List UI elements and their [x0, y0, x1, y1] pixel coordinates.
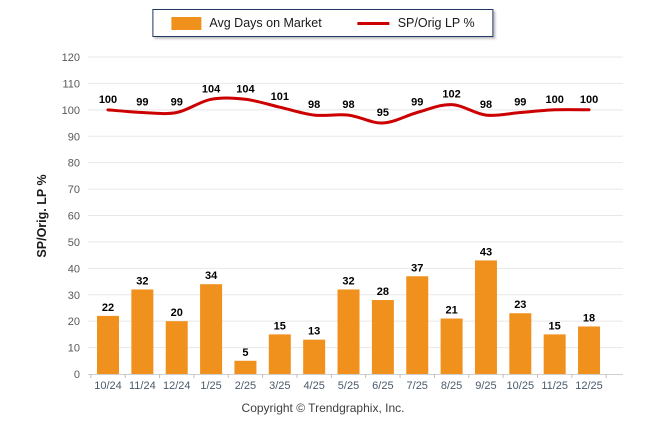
- bar-value-label: 32: [342, 275, 354, 287]
- bar-avg-days: [543, 334, 566, 374]
- x-tick-label: 11/25: [541, 380, 568, 392]
- x-tick-label: 6/25: [372, 380, 393, 392]
- y-tick-label: 20: [68, 316, 80, 328]
- x-tick-label: 11/24: [129, 380, 156, 392]
- copyright-text: Copyright © Trendgraphix, Inc.: [241, 401, 405, 415]
- y-tick-label: 40: [68, 263, 80, 275]
- bar-value-label: 15: [549, 320, 561, 332]
- bar-avg-days: [440, 318, 463, 374]
- bar-value-label: 20: [171, 307, 183, 319]
- line-value-label: 100: [580, 94, 598, 106]
- line-value-label: 101: [271, 91, 289, 103]
- bar-avg-days: [200, 284, 223, 374]
- line-value-label: 99: [514, 96, 526, 108]
- y-tick-label: 120: [62, 52, 80, 64]
- x-tick-label: 1/25: [200, 380, 221, 392]
- x-tick-label: 9/25: [475, 380, 496, 392]
- y-tick-label: 10: [68, 343, 80, 355]
- axis-layer: 0 10 20 30 40 50 60 70 80 90 100 110 120 10/24 11/24 12…: [62, 52, 623, 392]
- x-tick-label: 4/25: [303, 380, 324, 392]
- y-tick-label: 100: [62, 105, 80, 117]
- x-tick-label: 10/24: [94, 380, 122, 392]
- line-value-label: 100: [99, 94, 117, 106]
- bar-series: [97, 260, 601, 374]
- bar-value-label: 15: [274, 320, 286, 332]
- bar-avg-days: [268, 334, 291, 374]
- legend-item-bar: Avg Days on Market: [171, 16, 322, 30]
- line-value-label: 102: [442, 89, 460, 101]
- x-tick-label: 12/25: [575, 380, 603, 392]
- bar-avg-days: [303, 339, 326, 374]
- bar-avg-days: [578, 326, 601, 374]
- x-tick-label: 7/25: [407, 380, 428, 392]
- bar-swatch-icon: [171, 16, 202, 30]
- bar-avg-days: [131, 289, 154, 374]
- legend-item-line: SP/Orig LP %: [357, 16, 475, 30]
- x-tick-label: 5/25: [338, 380, 359, 392]
- bar-value-label: 21: [445, 305, 457, 317]
- bar-value-label: 34: [205, 270, 218, 282]
- line-value-label: 100: [546, 94, 564, 106]
- y-tick-label: 80: [68, 158, 80, 170]
- y-tick-label: 60: [68, 211, 80, 223]
- bar-value-label: 23: [514, 299, 526, 311]
- bar-value-label: 22: [102, 302, 114, 314]
- y-axis-title: SP/Orig. LP %: [35, 174, 49, 257]
- bar-avg-days: [97, 315, 119, 374]
- sp-orig-lp-line: [106, 96, 591, 125]
- x-tick-label: 12/24: [163, 380, 191, 392]
- y-tick-label: 90: [68, 131, 80, 143]
- y-tick-label: 50: [68, 237, 80, 249]
- bar-avg-days: [474, 260, 497, 374]
- line-series: [106, 96, 591, 125]
- line-swatch-icon: [357, 21, 390, 25]
- line-value-label: 98: [480, 99, 492, 111]
- bar-avg-days: [234, 360, 257, 374]
- line-value-label: 99: [136, 96, 148, 108]
- bar-value-label: 13: [308, 326, 320, 338]
- bar-value-label: 18: [583, 312, 595, 324]
- x-tick-label: 8/25: [441, 380, 462, 392]
- legend-bar-label: Avg Days on Market: [209, 16, 322, 30]
- y-tick-label: 110: [62, 78, 80, 90]
- bar-value-label: 5: [242, 347, 248, 359]
- line-value-label: 95: [377, 107, 389, 119]
- bar-avg-days: [406, 276, 429, 374]
- x-tick-label: 2/25: [235, 380, 256, 392]
- line-value-label: 99: [411, 96, 423, 108]
- bar-value-label: 37: [411, 262, 423, 274]
- data-label-layer: 22 32 20 34 5 15 13 32 28 37 21 43 23 15 18 100 99 99 104 1…: [99, 83, 598, 359]
- x-tick-label: 10/25: [507, 380, 535, 392]
- line-value-label: 98: [342, 99, 354, 111]
- bar-value-label: 28: [377, 286, 389, 298]
- x-tick-label: 3/25: [269, 380, 290, 392]
- y-tick-label: 30: [68, 290, 80, 302]
- bar-value-label: 43: [480, 246, 492, 258]
- line-value-label: 104: [236, 83, 255, 95]
- legend: Avg Days on Market SP/Orig LP %: [152, 9, 494, 37]
- legend-line-label: SP/Orig LP %: [397, 16, 475, 30]
- y-tick-label: 0: [74, 369, 80, 381]
- bar-avg-days: [371, 300, 394, 374]
- bar-avg-days: [509, 313, 532, 374]
- bar-value-label: 32: [136, 275, 148, 287]
- bar-avg-days: [165, 321, 188, 374]
- line-value-label: 104: [202, 83, 221, 95]
- bar-avg-days: [337, 289, 360, 374]
- line-value-label: 98: [308, 99, 320, 111]
- line-value-label: 99: [171, 96, 183, 108]
- y-tick-label: 70: [68, 184, 80, 196]
